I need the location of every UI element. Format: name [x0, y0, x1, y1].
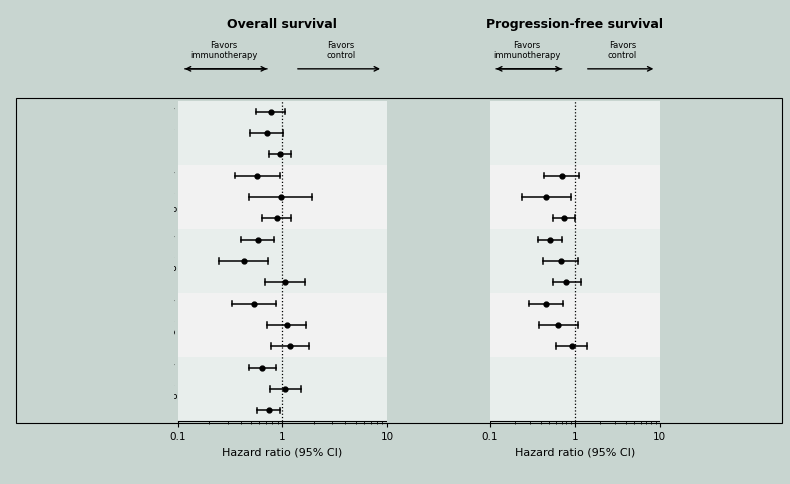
- Bar: [490, 229, 660, 293]
- Bar: [178, 229, 387, 293]
- Text: Pembrolizumab vs. placebo: Pembrolizumab vs. placebo: [53, 205, 177, 213]
- Text: HBV: HBV: [153, 299, 175, 309]
- Text: 0.71 (0.49–1.01): 0.71 (0.49–1.01): [393, 129, 473, 138]
- Bar: [490, 293, 660, 357]
- Text: HCV: HCV: [152, 257, 175, 266]
- Text: 0.64 (0.38–1.09): 0.64 (0.38–1.09): [664, 320, 744, 330]
- Text: Nivolumab vs. sorafenib: Nivolumab vs. sorafenib: [60, 141, 170, 150]
- Text: 0.43 (0.25–0.73): 0.43 (0.25–0.73): [393, 257, 473, 266]
- Text: HCV: HCV: [152, 320, 175, 330]
- Text: 1.05 (0.68–1.63): 1.05 (0.68–1.63): [393, 278, 473, 287]
- Text: IMbrave150: IMbrave150: [80, 257, 150, 266]
- Text: 0.77 (0.56–1.05): 0.77 (0.56–1.05): [393, 107, 474, 117]
- Text: Nonviral: Nonviral: [131, 278, 175, 287]
- Text: Progression-free survival: Progression-free survival: [486, 18, 664, 31]
- Text: HCV: HCV: [152, 129, 175, 138]
- X-axis label: Hazard ratio (95% CI): Hazard ratio (95% CI): [514, 447, 635, 457]
- Text: Durvalumab/tremelimumab
vs. sorafenib: Durvalumab/tremelimumab vs. sorafenib: [52, 391, 178, 410]
- Bar: [490, 357, 660, 421]
- Text: HBV: HBV: [153, 363, 175, 373]
- Text: 0.75 (0.56–1.01): 0.75 (0.56–1.01): [664, 214, 745, 224]
- Text: Nonviral: Nonviral: [131, 342, 175, 351]
- Text: Favors
immunotherapy: Favors immunotherapy: [494, 41, 561, 60]
- Text: 0.57 (0.35–0.94): 0.57 (0.35–0.94): [393, 171, 473, 181]
- Text: 0.68 (0.42–1.10): 0.68 (0.42–1.10): [664, 257, 745, 266]
- Text: HIMALAYA: HIMALAYA: [85, 384, 145, 394]
- Text: COSMIC-312: COSMIC-312: [79, 320, 151, 330]
- Text: 0.88 (0.64–1.20): 0.88 (0.64–1.20): [393, 214, 473, 224]
- Text: 0.96 (0.48–1.92): 0.96 (0.48–1.92): [393, 193, 473, 202]
- Text: HCV: HCV: [152, 193, 175, 202]
- Text: 0.80 (0.55–1.17): 0.80 (0.55–1.17): [664, 278, 745, 287]
- Text: Favors
control: Favors control: [326, 41, 356, 60]
- Bar: [490, 166, 660, 229]
- Text: HBV: HBV: [153, 107, 175, 117]
- Text: Nonviral: Nonviral: [131, 406, 175, 415]
- Text: 0.51 (0.37–0.70): 0.51 (0.37–0.70): [664, 235, 745, 245]
- Bar: [178, 357, 387, 421]
- Text: 1.10 (0.72–1.68): 1.10 (0.72–1.68): [393, 320, 473, 330]
- Text: HCV: HCV: [152, 384, 175, 394]
- Bar: [490, 102, 660, 166]
- Bar: [178, 293, 387, 357]
- Text: Overall survival: Overall survival: [228, 18, 337, 31]
- X-axis label: Hazard ratio (95% CI): Hazard ratio (95% CI): [222, 447, 343, 457]
- Text: CheckMate 459: CheckMate 459: [70, 129, 160, 138]
- Text: KEYNOTE-240: KEYNOTE-240: [75, 193, 155, 202]
- Text: 0.74 (0.57–0.95): 0.74 (0.57–0.95): [393, 406, 474, 415]
- Text: 0.58 (0.40–0.83): 0.58 (0.40–0.83): [393, 235, 473, 245]
- Text: 0.70 (0.44–1.13): 0.70 (0.44–1.13): [664, 171, 745, 181]
- Text: 0.64 (0.48–0.86): 0.64 (0.48–0.86): [393, 363, 473, 373]
- Text: 0.46 (0.29–0.73): 0.46 (0.29–0.73): [664, 299, 745, 309]
- Bar: [178, 102, 387, 166]
- Text: Favors
immunotherapy: Favors immunotherapy: [190, 41, 258, 60]
- Text: 1.18 (0.78–1.79): 1.18 (0.78–1.79): [393, 342, 473, 351]
- Text: 0.46 (0.24–0.90): 0.46 (0.24–0.90): [664, 193, 745, 202]
- Text: 0.95 (0.74–1.22): 0.95 (0.74–1.22): [393, 150, 474, 160]
- Text: 1.06 (0.76–1.49): 1.06 (0.76–1.49): [393, 384, 473, 394]
- Text: HBV: HBV: [153, 235, 175, 245]
- Bar: [178, 166, 387, 229]
- Text: Nonviral: Nonviral: [131, 214, 175, 224]
- Text: Atezolizumab/bevacizumab
vs. sorafenib: Atezolizumab/bevacizumab vs. sorafenib: [53, 263, 177, 283]
- Text: 0.92 (0.60–1.41): 0.92 (0.60–1.41): [664, 342, 745, 351]
- Text: Favors
control: Favors control: [608, 41, 637, 60]
- Text: 0.53 (0.33–0.87): 0.53 (0.33–0.87): [393, 299, 473, 309]
- Text: Atezolizumab/cabozantinib
vs. sorafenib: Atezolizumab/cabozantinib vs. sorafenib: [54, 327, 176, 347]
- Text: Nonviral: Nonviral: [131, 150, 175, 160]
- Text: HBV: HBV: [153, 171, 175, 181]
